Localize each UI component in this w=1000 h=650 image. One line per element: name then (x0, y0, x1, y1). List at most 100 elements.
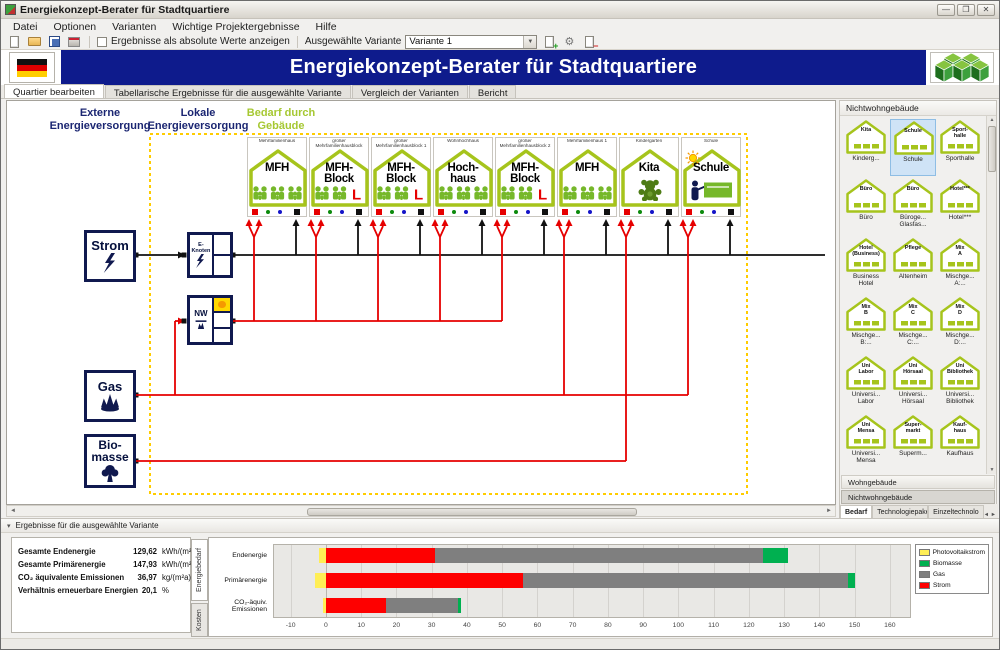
building-mehrfamilienhaus[interactable]: Mehrfamilienhaus MFH (247, 137, 307, 217)
restore-button[interactable]: ❐ (957, 3, 975, 16)
green-connector[interactable] (452, 210, 456, 214)
green-connector[interactable] (328, 210, 332, 214)
electricity-connector[interactable] (418, 209, 424, 215)
blue-connector[interactable] (464, 210, 468, 214)
source-biomasse[interactable]: Bio- masse (84, 434, 136, 488)
palette-item-büroge-glasfas[interactable]: Büro Büroge... Glasfas... (890, 178, 936, 235)
tab-quartier-bearbeiten[interactable]: Quartier bearbeiten (4, 84, 104, 98)
green-connector[interactable] (390, 210, 394, 214)
electricity-connector[interactable] (666, 209, 672, 215)
palette-item-universi-bibliothek[interactable]: Uni Bibliothek Universi... Bibliothek (937, 355, 983, 412)
heat-connector[interactable] (438, 209, 444, 215)
palette-tab-technologiepakete[interactable]: Technologiepakete (872, 505, 929, 518)
new-project-icon[interactable] (6, 35, 22, 49)
heat-connector[interactable] (562, 209, 568, 215)
project-report-icon[interactable] (66, 35, 82, 49)
blue-connector[interactable] (526, 210, 530, 214)
scroll-up-icon[interactable]: ▲ (989, 117, 995, 123)
heat-connector[interactable] (252, 209, 258, 215)
palette-tab-bedarf[interactable]: Bedarf (840, 505, 873, 518)
absolute-values-checkbox[interactable] (97, 36, 107, 47)
building-mehrfamilienhaus-1[interactable]: Mehrfamilienhaus 1 MFH (557, 137, 617, 217)
palette-group-nichtwohngebäude[interactable]: Nichtwohngebäude (841, 490, 995, 504)
results-tab-energiebedarf[interactable]: Energiebedarf (191, 539, 208, 601)
hscroll-thumb[interactable] (307, 508, 637, 516)
language-flag-button[interactable] (9, 52, 55, 83)
add-variant-icon[interactable]: + (541, 35, 558, 51)
remove-variant-icon[interactable]: − (581, 35, 598, 51)
building-wohnhochhaus[interactable]: Wohnhochhaus Hoch- haus (433, 137, 493, 217)
palette-item-mischge-d[interactable]: Mix D Mischge... D:... (937, 296, 983, 353)
combo-arrow-icon[interactable]: ▼ (523, 35, 537, 48)
heat-connector[interactable] (686, 209, 692, 215)
scroll-left-icon[interactable]: ◄ (10, 508, 16, 514)
green-connector[interactable] (700, 210, 704, 214)
electricity-connector[interactable] (604, 209, 610, 215)
palette-item-hotel[interactable]: Hotel*** Hotel*** (937, 178, 983, 235)
blue-connector[interactable] (588, 210, 592, 214)
green-connector[interactable] (638, 210, 642, 214)
electricity-connector[interactable] (728, 209, 734, 215)
green-connector[interactable] (514, 210, 518, 214)
collapse-chevron-icon[interactable]: ▾ (7, 522, 11, 530)
minimize-button[interactable]: — (937, 3, 955, 16)
palette-item-mischge-b[interactable]: Mix B Mischge... B:... (843, 296, 889, 353)
palette-item-mischge-a[interactable]: Mix A Mischge... A:... (937, 237, 983, 294)
palette-vscrollbar[interactable]: ▲ ▼ (986, 116, 996, 474)
scroll-down-icon[interactable]: ▼ (989, 467, 995, 473)
close-button[interactable]: ✕ (977, 3, 995, 16)
building-großer-mehrfamilienhausblock-2[interactable]: großer Mehrfamilienhausblock 2 MFH- Block… (495, 137, 555, 217)
palette-item-schule[interactable]: Schule Schule (890, 119, 936, 176)
blue-connector[interactable] (650, 210, 654, 214)
heat-connector[interactable] (500, 209, 506, 215)
source-gas[interactable]: Gas (84, 370, 136, 422)
building-kindergarten[interactable]: Kindergarten Kita (619, 137, 679, 217)
palette-item-business-hotel[interactable]: Hotel (Business) Business Hotel (843, 237, 889, 294)
menu-hilfe[interactable]: Hilfe (315, 20, 337, 33)
electricity-connector[interactable] (480, 209, 486, 215)
menu-wichtige-projektergebnisse[interactable]: Wichtige Projektergebnisse (172, 20, 300, 33)
save-project-icon[interactable] (46, 35, 62, 49)
scroll-right-icon[interactable]: ► (826, 508, 832, 514)
building-schule[interactable]: Schule Schule (681, 137, 741, 217)
results-header[interactable]: ▾ Ergebnisse für die ausgewählte Variant… (1, 519, 999, 533)
blue-connector[interactable] (340, 210, 344, 214)
electricity-connector[interactable] (356, 209, 362, 215)
open-project-icon[interactable] (26, 35, 42, 49)
tab-vergleich-der-varianten[interactable]: Vergleich der Varianten (351, 85, 468, 99)
palette-item-sporthalle[interactable]: Sport- halle Sporthalle (937, 119, 983, 176)
palette-tab-einzeltechnolo[interactable]: Einzeltechnolo (928, 505, 984, 518)
results-tab-kosten[interactable]: Kosten (191, 603, 208, 637)
heat-connector[interactable] (624, 209, 630, 215)
palette-item-superm[interactable]: Super- markt Superm... (890, 414, 936, 471)
source-strom[interactable]: Strom (84, 230, 136, 282)
palette-tab-scroll-icons[interactable]: ◄ ► (983, 512, 997, 518)
palette-group-wohngebäude[interactable]: Wohngebäude (841, 475, 995, 489)
node-e-knoten[interactable]: E- Knoten (187, 232, 233, 278)
green-connector[interactable] (266, 210, 270, 214)
palette-item-kaufhaus[interactable]: Kauf- haus Kaufhaus (937, 414, 983, 471)
palette-item-büro[interactable]: Büro Büro (843, 178, 889, 235)
palette-item-altenheim[interactable]: Pflege Altenheim (890, 237, 936, 294)
heat-connector[interactable] (376, 209, 382, 215)
electricity-connector[interactable] (294, 209, 300, 215)
palette-item-kinderg[interactable]: Kita Kinderg... (843, 119, 889, 176)
tab-tabellarische-ergebnisse-für-die-ausgewählte-variante[interactable]: Tabellarische Ergebnisse für die ausgewä… (104, 85, 351, 99)
quarter-canvas[interactable]: Mehrfamilienhaus MFH großer Mehrfamilienha… (6, 100, 836, 505)
menu-datei[interactable]: Datei (13, 20, 38, 33)
building-großer-mehrfamilienhausblock[interactable]: großer Mehrfamilienhausblock MFH- Block L (309, 137, 369, 217)
building-großer-mehrfamilienhausblock-1[interactable]: großer Mehrfamilienhausblock 1 MFH- Block… (371, 137, 431, 217)
tab-bericht[interactable]: Bericht (468, 85, 517, 99)
variant-select[interactable]: Variante 1 ▼ (405, 34, 538, 49)
blue-connector[interactable] (402, 210, 406, 214)
electricity-connector[interactable] (542, 209, 548, 215)
menu-varianten[interactable]: Varianten (112, 20, 157, 33)
node-nahwaerme[interactable]: NW (187, 295, 233, 345)
variant-settings-gear-icon[interactable]: ⚙ (564, 36, 575, 48)
green-connector[interactable] (576, 210, 580, 214)
canvas-hscrollbar[interactable]: ◄ ► (6, 505, 836, 517)
blue-connector[interactable] (278, 210, 282, 214)
palette-item-mischge-c[interactable]: Mix C Mischge... C:... (890, 296, 936, 353)
palette-item-universi-hörsaal[interactable]: Uni Hörsaal Universi... Hörsaal (890, 355, 936, 412)
menu-optionen[interactable]: Optionen (53, 20, 97, 33)
